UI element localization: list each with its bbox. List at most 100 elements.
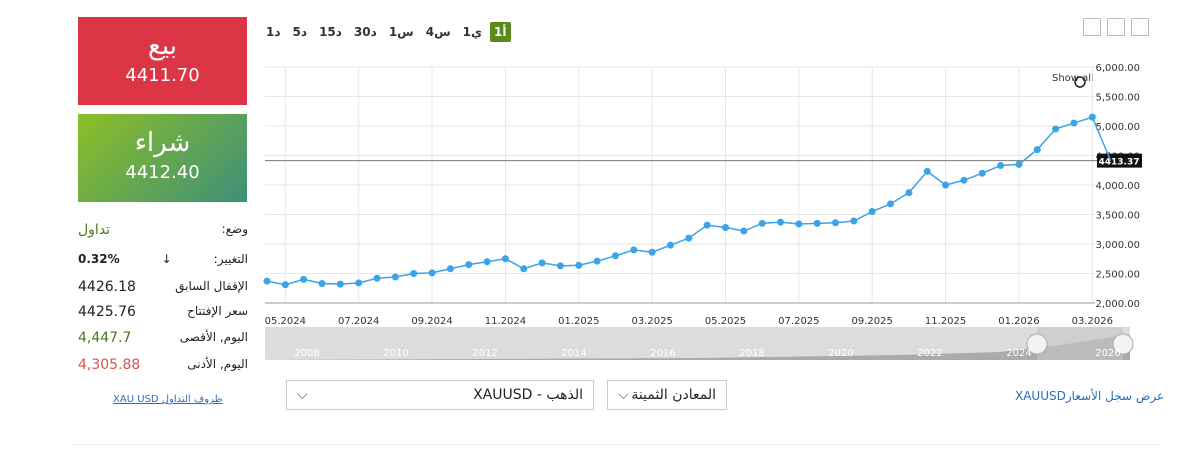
- navigator-label: 2016: [650, 348, 675, 359]
- timeframe-button[interactable]: 30د: [353, 25, 377, 39]
- timeframe-button[interactable]: 1ي: [462, 25, 483, 39]
- divider: [70, 444, 1160, 455]
- price-point: [575, 261, 583, 269]
- navigator-handle[interactable]: [1026, 333, 1048, 355]
- price-point: [722, 223, 729, 231]
- last-price-label: 4413.37: [1099, 158, 1140, 168]
- price-point: [887, 200, 895, 208]
- price-point: [630, 246, 638, 254]
- price-point: [1070, 119, 1078, 127]
- price-point: [1088, 113, 1096, 121]
- timeframe-button[interactable]: 1د: [266, 25, 281, 39]
- zoom-icon[interactable]: [1074, 76, 1086, 88]
- price-point: [391, 273, 399, 281]
- navigator-label: 2020: [828, 348, 853, 359]
- stat-label: التغيير:: [213, 252, 248, 266]
- y-tick-label: 5,000.00: [1095, 122, 1140, 133]
- price-point: [556, 262, 564, 270]
- navigator-label: 2010: [383, 348, 408, 359]
- buy-label: شراء: [134, 128, 191, 158]
- x-tick-label: 11.2024: [485, 316, 526, 327]
- buy-button[interactable]: شراء 4412.40: [78, 114, 247, 202]
- price-point: [868, 208, 876, 216]
- y-tick-label: 3,500.00: [1095, 211, 1140, 222]
- price-point: [666, 241, 674, 249]
- stat-label: الإقفال السابق: [175, 279, 248, 293]
- stat-label: اليوم, الأقصى: [179, 330, 248, 344]
- timeframe-button[interactable]: 1أ: [490, 22, 511, 42]
- stat-value: 4425.76: [78, 304, 136, 320]
- price-point: [685, 234, 693, 242]
- price-point: [318, 280, 326, 288]
- stat-value: 4,305.88: [78, 357, 141, 373]
- show-all[interactable]: Show all: [1052, 73, 1094, 84]
- timeframes: 1أ 1ي 4س 1س 30د 15د 5د 1د: [262, 22, 511, 42]
- stat-value: 4426.18: [78, 279, 136, 295]
- price-point: [960, 176, 968, 184]
- price-line: [266, 116, 1112, 286]
- price-point: [501, 255, 509, 263]
- x-tick-label: 07.2024: [338, 316, 379, 327]
- x-tick-label: 03.2026: [1072, 316, 1113, 327]
- price-point: [465, 261, 473, 269]
- price-point: [1015, 160, 1023, 168]
- timeframe-button[interactable]: 15د: [319, 25, 342, 39]
- navigator-label: 2024: [1006, 348, 1031, 359]
- price-point: [520, 265, 528, 273]
- x-tick-label: 09.2025: [852, 316, 893, 327]
- conditions-link[interactable]: XAU USD ظروف التداول: [113, 394, 223, 405]
- price-point: [832, 219, 840, 227]
- group-select-text: المعادن الثمينة: [631, 387, 716, 403]
- x-tick-label: 09.2024: [411, 316, 452, 327]
- price-point: [740, 227, 748, 235]
- sell-button[interactable]: بيع 4411.70: [78, 17, 247, 105]
- sell-price: 4411.70: [125, 65, 200, 86]
- stat-value: تداول: [78, 222, 111, 238]
- price-point: [648, 248, 656, 256]
- x-tick-label: 01.2026: [998, 316, 1039, 327]
- price-point: [483, 258, 491, 266]
- timeframe-button[interactable]: 4س: [425, 25, 451, 39]
- stat-value: 0.32%: [78, 252, 120, 266]
- navigator-label: 2022: [917, 348, 942, 359]
- price-point: [905, 189, 913, 197]
- instrument-select[interactable]: ⌵ XAUUSD - الذهب: [286, 380, 594, 410]
- price-point: [281, 281, 289, 289]
- price-point: [538, 259, 546, 267]
- x-tick-label: 05.2024: [265, 316, 306, 327]
- chart: Show all 2,000.00 2,500.00 3,000.00 3,500.0…: [263, 63, 1142, 360]
- price-point: [373, 274, 381, 282]
- price-point: [813, 219, 821, 227]
- price-point: [355, 279, 363, 287]
- stat-row: تداول وضع:: [78, 222, 248, 238]
- tool-icon[interactable]: [1083, 18, 1101, 36]
- stat-label: وضع:: [221, 222, 248, 236]
- buy-price: 4412.40: [125, 162, 200, 183]
- price-point: [978, 169, 986, 177]
- group-select[interactable]: ⌵ المعادن الثمينة: [607, 380, 727, 410]
- timeframe-button[interactable]: 1س: [388, 25, 414, 39]
- stat-row: 4426.18 الإقفال السابق: [78, 279, 248, 295]
- price-point: [850, 217, 858, 225]
- price-point: [942, 181, 950, 189]
- tool-icon[interactable]: [1131, 18, 1149, 36]
- stat-label: اليوم, الأدنى: [187, 357, 248, 371]
- price-point: [428, 269, 436, 277]
- y-tick-label: 2,000.00: [1095, 299, 1140, 310]
- price-point: [923, 167, 931, 175]
- history-link[interactable]: XAUUSDعرض سجل الأسعار: [1015, 389, 1165, 403]
- stat-row: 4425.76 سعر الإفتتاح: [78, 304, 248, 320]
- navigator-label: 2026: [1095, 348, 1120, 359]
- timeframe-button[interactable]: 5د: [292, 25, 308, 39]
- navigator-handle[interactable]: [1112, 333, 1134, 355]
- price-point: [446, 265, 454, 273]
- y-tick-label: 3,000.00: [1095, 240, 1140, 251]
- tool-icon[interactable]: [1107, 18, 1125, 36]
- last-price-box: [1097, 153, 1142, 168]
- price-point: [300, 275, 308, 283]
- price-point: [593, 257, 601, 265]
- stat-row: 4,447.7 اليوم, الأقصى: [78, 330, 248, 346]
- x-tick-label: 07.2025: [778, 316, 819, 327]
- sell-label: بيع: [148, 31, 177, 61]
